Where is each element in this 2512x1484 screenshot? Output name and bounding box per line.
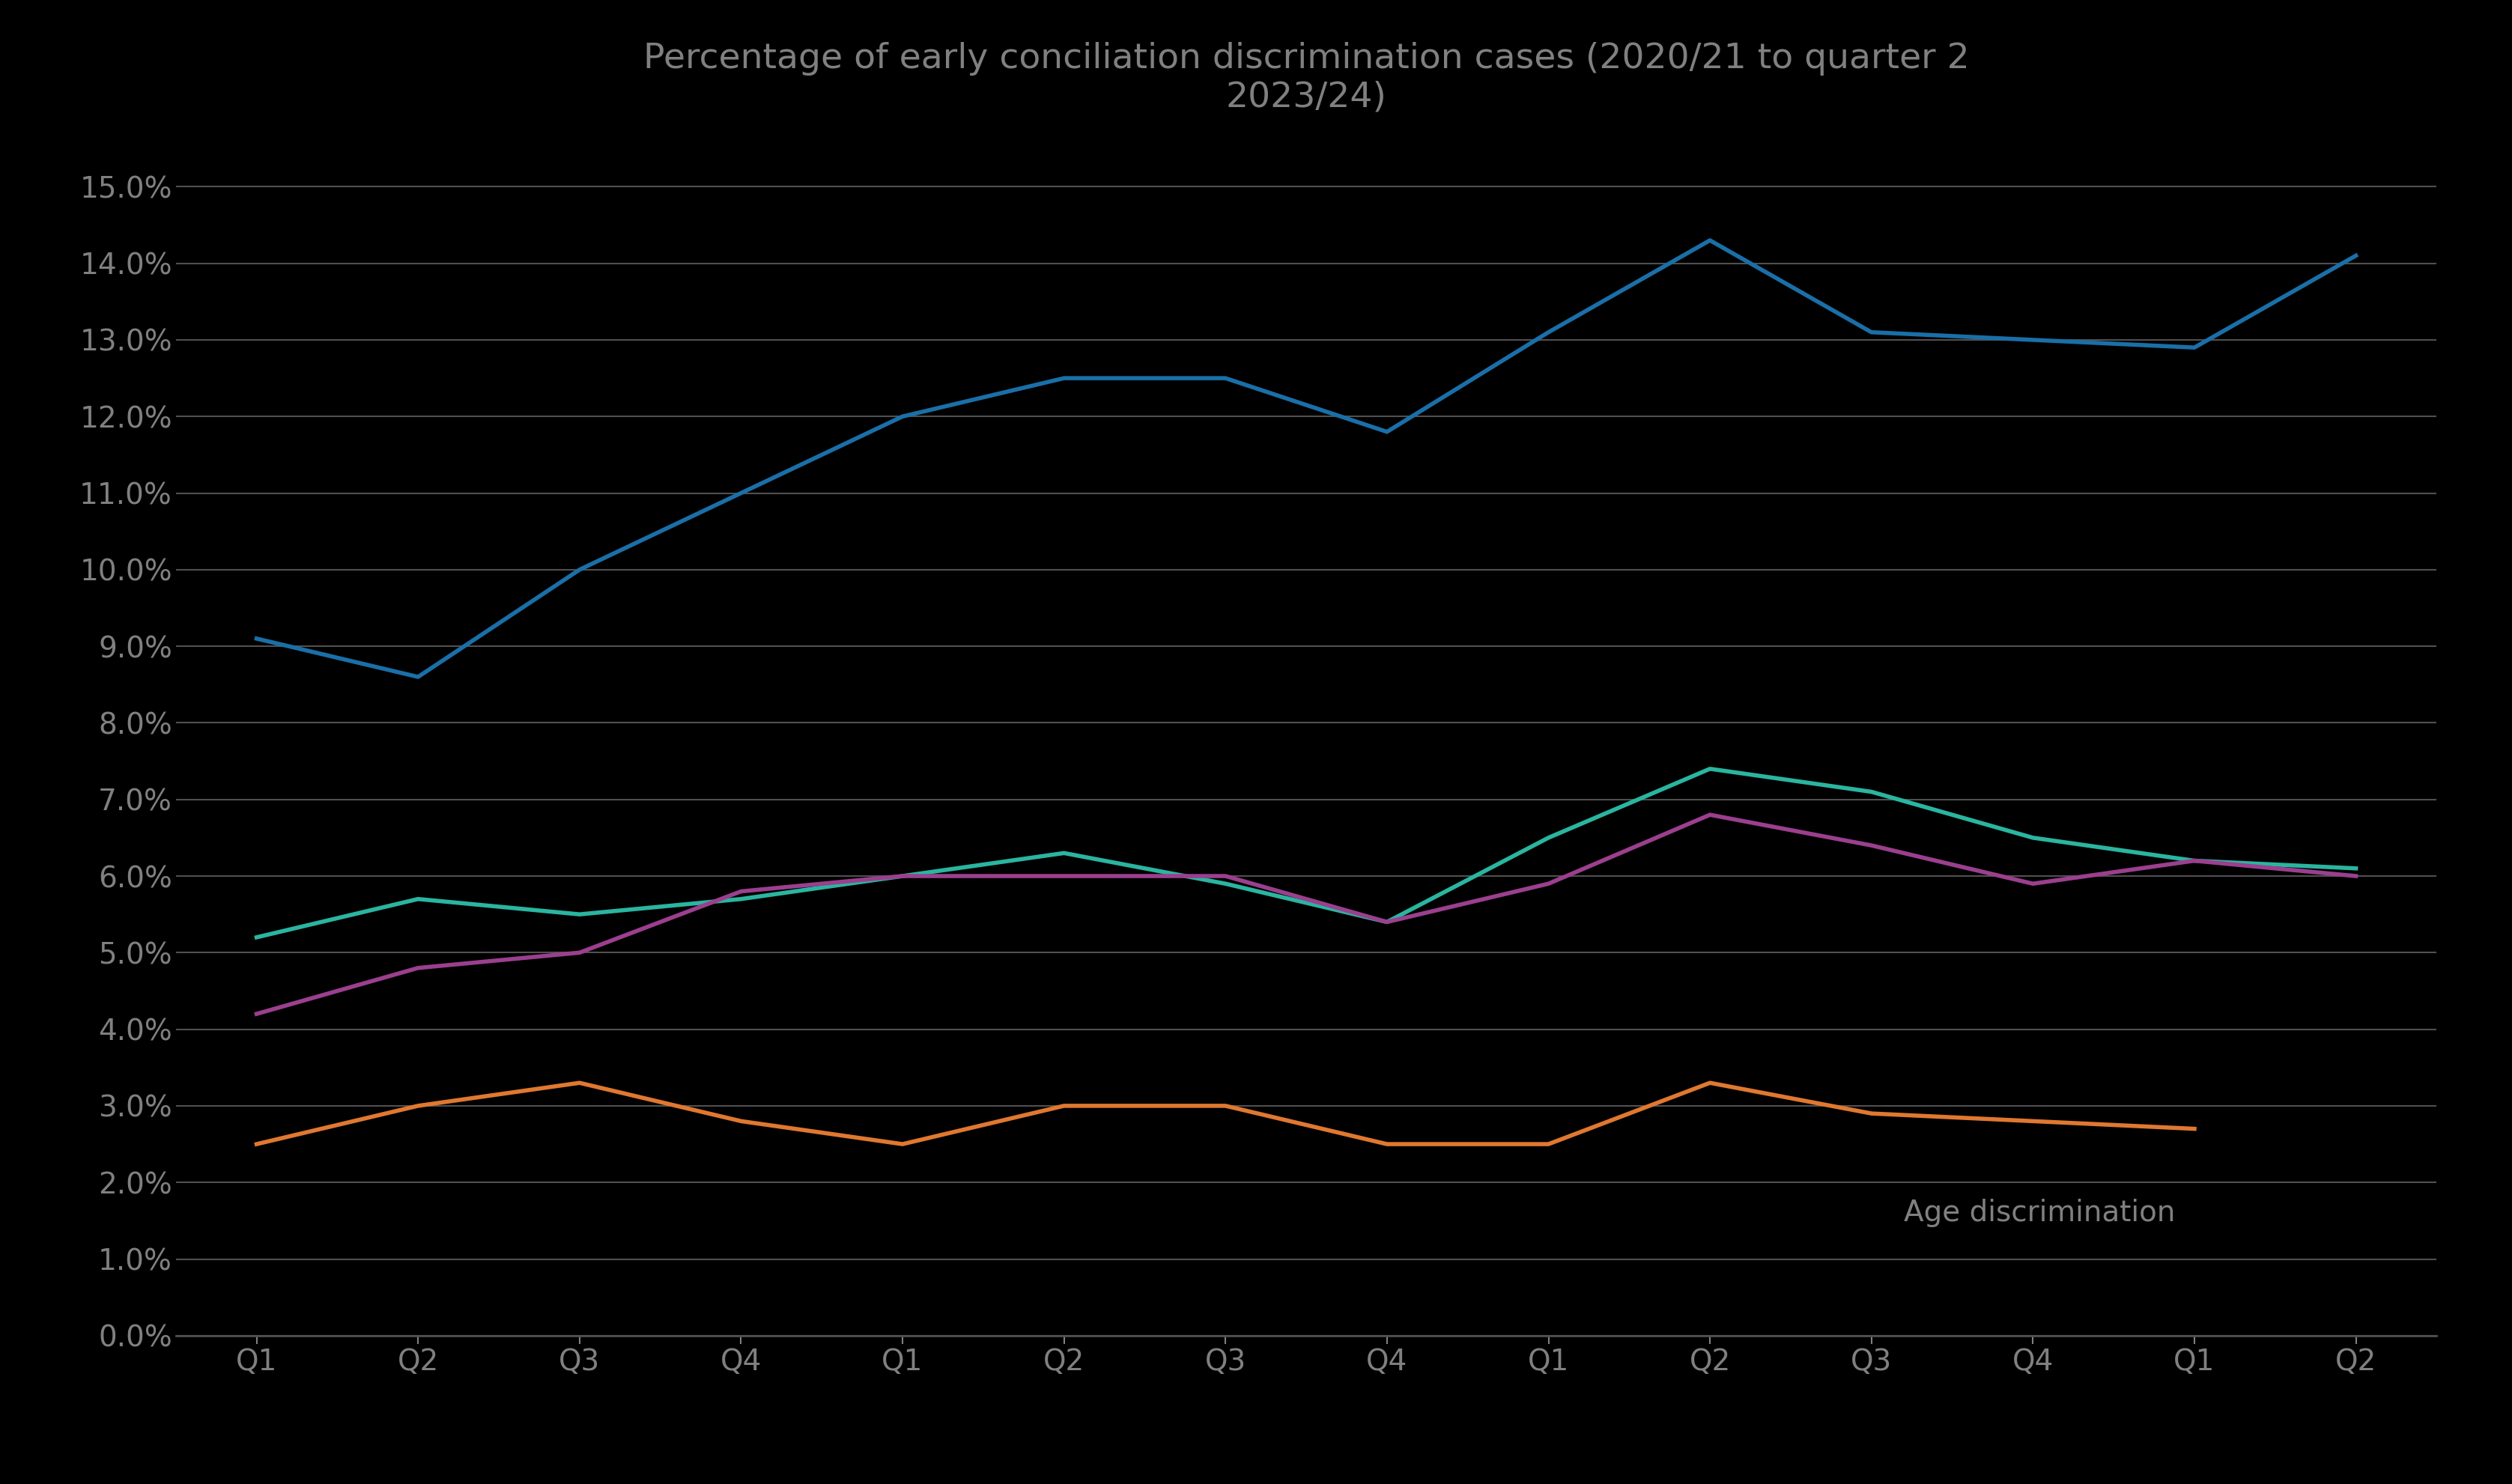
Sex discrimination [241,1005,271,1022]
Race discrimination [2180,852,2211,870]
Text: Age discrimination: Age discrimination [1904,1199,2175,1227]
Age discrimination [1050,1097,1080,1114]
Race discrimination [887,867,917,884]
Age discrimination [1532,1135,1562,1153]
Sex discrimination [2341,867,2371,884]
Disability discrimination [1532,324,1562,341]
Age discrimination [1696,1074,1726,1092]
Line: Race discrimination: Race discrimination [256,769,2356,938]
Race discrimination [1696,760,1726,778]
Disability discrimination [1050,370,1080,387]
Race discrimination [565,905,595,923]
Race discrimination [2017,830,2047,847]
Disability discrimination [241,629,271,647]
Race discrimination [2341,859,2371,877]
Age discrimination [1372,1135,1402,1153]
Disability discrimination [565,561,595,579]
Sex discrimination [402,959,432,976]
Sex discrimination [1211,867,1241,884]
Sex discrimination [2017,874,2047,892]
Line: Disability discrimination: Disability discrimination [256,240,2356,677]
Disability discrimination [1856,324,1887,341]
Disability discrimination [402,668,432,686]
Age discrimination [402,1097,432,1114]
Line: Age discrimination: Age discrimination [256,1083,2195,1144]
Sex discrimination [1856,837,1887,855]
Disability discrimination [1372,423,1402,441]
Race discrimination [241,929,271,947]
Disability discrimination [1211,370,1241,387]
Age discrimination [565,1074,595,1092]
Sex discrimination [1532,874,1562,892]
Age discrimination [2180,1120,2211,1138]
Race discrimination [1211,874,1241,892]
Disability discrimination [726,484,756,502]
Age discrimination [1856,1104,1887,1122]
Age discrimination [726,1112,756,1129]
Sex discrimination [565,944,595,962]
Age discrimination [241,1135,271,1153]
Age discrimination [887,1135,917,1153]
Race discrimination [1372,913,1402,930]
Race discrimination [402,890,432,908]
Race discrimination [1856,784,1887,801]
Race discrimination [1532,830,1562,847]
Sex discrimination [1372,913,1402,930]
Disability discrimination [2180,338,2211,356]
Disability discrimination [2341,246,2371,264]
Sex discrimination [1696,806,1726,824]
Race discrimination [1050,844,1080,862]
Sex discrimination [726,883,756,901]
Line: Sex discrimination: Sex discrimination [256,815,2356,1014]
Disability discrimination [1696,232,1726,249]
Title: Percentage of early conciliation discrimination cases (2020/21 to quarter 2
2023: Percentage of early conciliation discrim… [643,42,1969,114]
Sex discrimination [2180,852,2211,870]
Sex discrimination [887,867,917,884]
Sex discrimination [1050,867,1080,884]
Disability discrimination [887,408,917,426]
Age discrimination [1211,1097,1241,1114]
Disability discrimination [2017,331,2047,349]
Age discrimination [2017,1112,2047,1129]
Race discrimination [726,890,756,908]
